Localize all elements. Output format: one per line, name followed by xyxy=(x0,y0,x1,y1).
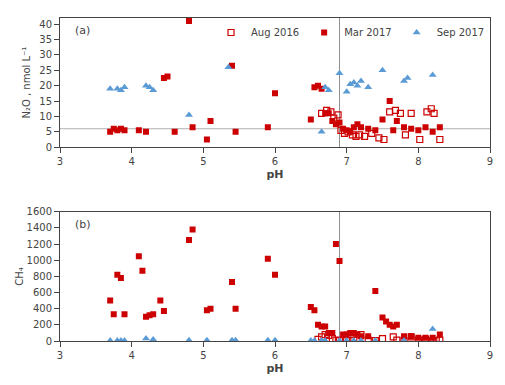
svg-text:0: 0 xyxy=(46,336,52,347)
svg-text:400: 400 xyxy=(33,303,52,314)
svg-text:1600: 1600 xyxy=(27,206,52,217)
svg-text:8: 8 xyxy=(415,156,421,167)
svg-text:(a): (a) xyxy=(75,24,90,37)
svg-text:CH₄: CH₄ xyxy=(14,267,25,286)
svg-text:pH: pH xyxy=(266,168,283,181)
svg-text:800: 800 xyxy=(33,271,52,282)
svg-text:9: 9 xyxy=(487,156,493,167)
svg-text:8: 8 xyxy=(415,350,421,361)
svg-text:600: 600 xyxy=(33,287,52,298)
svg-text:N₂O , nmol L⁻¹: N₂O , nmol L⁻¹ xyxy=(21,47,32,119)
svg-text:10: 10 xyxy=(39,111,52,122)
svg-text:15: 15 xyxy=(39,96,52,107)
svg-text:5: 5 xyxy=(46,126,52,137)
svg-text:40: 40 xyxy=(39,19,52,30)
svg-text:6: 6 xyxy=(272,350,278,361)
svg-text:3: 3 xyxy=(57,350,63,361)
svg-text:pH: pH xyxy=(266,362,283,375)
svg-text:7: 7 xyxy=(343,350,349,361)
svg-text:25: 25 xyxy=(39,65,52,76)
svg-text:1200: 1200 xyxy=(27,239,52,250)
svg-text:(b): (b) xyxy=(75,218,91,231)
svg-text:3: 3 xyxy=(57,156,63,167)
svg-text:Mar 2017: Mar 2017 xyxy=(344,27,392,38)
svg-text:5: 5 xyxy=(200,156,206,167)
svg-text:1000: 1000 xyxy=(27,255,52,266)
svg-text:5: 5 xyxy=(200,350,206,361)
svg-text:Sep 2017: Sep 2017 xyxy=(437,27,484,38)
svg-text:0: 0 xyxy=(46,142,52,153)
svg-text:4: 4 xyxy=(128,350,134,361)
svg-text:6: 6 xyxy=(272,156,278,167)
svg-text:20: 20 xyxy=(39,80,52,91)
svg-text:30: 30 xyxy=(39,49,52,60)
svg-text:4: 4 xyxy=(128,156,134,167)
svg-text:7: 7 xyxy=(343,156,349,167)
svg-text:200: 200 xyxy=(33,319,52,330)
svg-text:1400: 1400 xyxy=(27,222,52,233)
svg-text:35: 35 xyxy=(39,34,52,45)
svg-text:Aug 2016: Aug 2016 xyxy=(251,27,299,38)
svg-text:9: 9 xyxy=(487,350,493,361)
